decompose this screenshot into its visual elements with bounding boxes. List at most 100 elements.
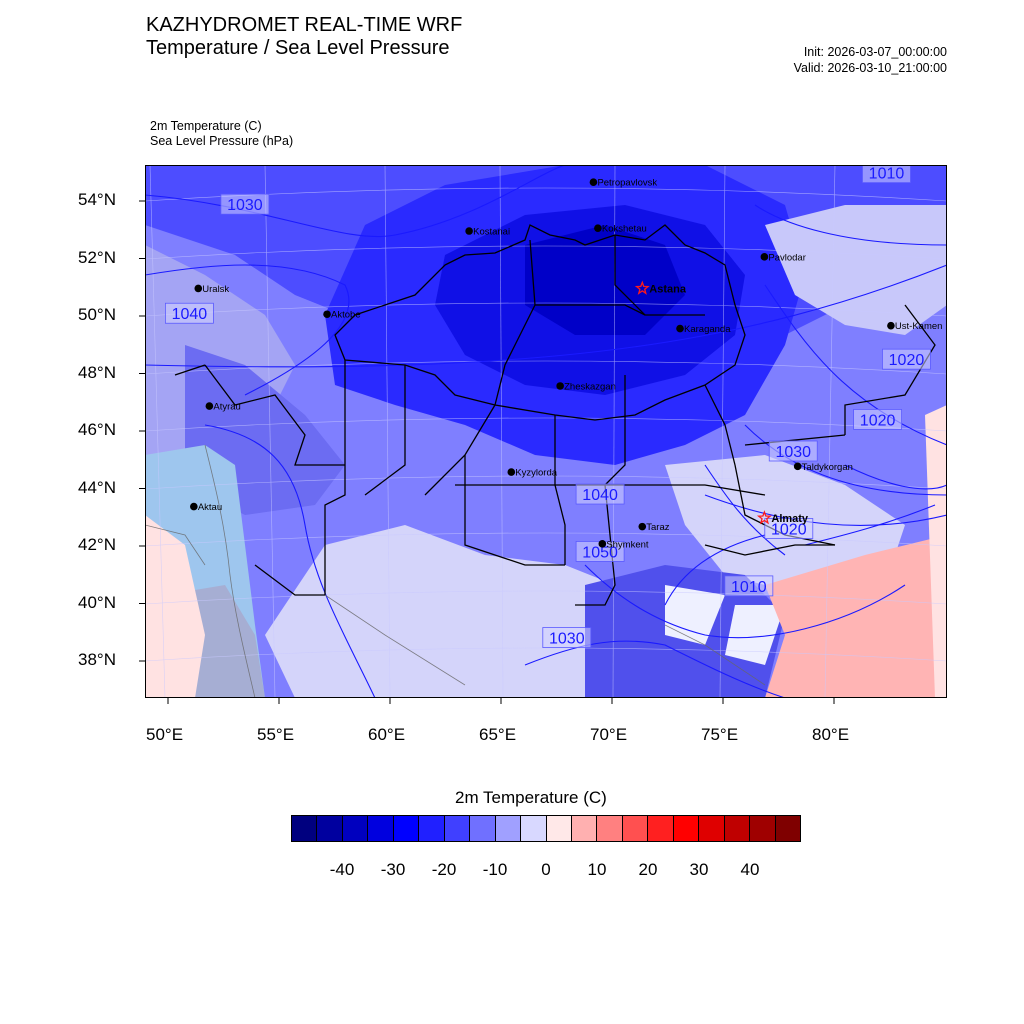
latitude-label: 54°N <box>78 190 116 209</box>
colorbar-tick-label: 20 <box>638 860 658 879</box>
colorbar-cell <box>470 816 496 841</box>
map-panel: 1020103010401040101010201020103010201010… <box>145 165 947 698</box>
city-label: Shymkent <box>606 539 649 550</box>
isobar-label: 1030 <box>775 444 811 461</box>
warm-strip-east <box>925 405 947 698</box>
colorbar-cell <box>495 816 522 841</box>
city-dot <box>589 178 598 187</box>
isobar-label-box <box>882 348 931 370</box>
latitude-label: 52°N <box>78 247 116 267</box>
city-dot <box>190 502 198 511</box>
colorbar-cell <box>673 816 700 841</box>
colorbar-tick-label: -30 <box>380 860 406 879</box>
isobar-label: 1040 <box>172 306 208 323</box>
isobar-label: 1040 <box>582 487 618 504</box>
city-dot <box>507 468 516 476</box>
isobar-label: 1020 <box>771 521 807 538</box>
city-markers: Petropavlovsk Kostanai Kokshetau Pavlodar Ur… <box>190 178 943 550</box>
colorbar-cell <box>648 816 674 841</box>
longitude-label: 80°E <box>812 725 850 744</box>
isobar-label-box <box>853 409 902 430</box>
warm-pocket-northeast <box>765 205 947 335</box>
city-label: Karaganda <box>684 324 731 335</box>
snow-peaks-2 <box>725 605 785 665</box>
admin-boundaries <box>174 224 936 606</box>
longitude-label: 65°E <box>479 725 517 744</box>
snow-peaks-1 <box>665 585 725 645</box>
isobar-label-box <box>575 483 625 505</box>
init-time: Init: 2026-03-07_00:00:00 <box>803 45 947 59</box>
colorbar-cell <box>571 816 598 841</box>
colorbar-tick-label: 30 <box>689 860 709 879</box>
colorbar-cell <box>597 816 623 841</box>
city-label: Taldykorgan <box>802 462 853 473</box>
longitude-label: 55°E <box>257 725 295 744</box>
city-label: Atyrau <box>213 402 240 413</box>
city-label: Aktobe <box>331 310 361 321</box>
colorbar-cell <box>521 816 547 841</box>
pressure-labels: 1020103010401040101010201020103010201010… <box>164 165 931 648</box>
colorbar-cell <box>724 816 751 841</box>
isobar-label-box <box>768 440 818 462</box>
field-label-temperature: 2m Temperature (C) <box>150 119 262 133</box>
city-label: Kyzylorda <box>515 468 557 479</box>
chart-subtitle: Temperature / Sea Level Pressure <box>146 37 450 59</box>
city-dot <box>594 224 602 232</box>
city-label: Ust-Kamen <box>895 321 943 332</box>
colorbar-tick-label: -10 <box>482 860 508 879</box>
warm-southwest <box>145 515 205 698</box>
longitude-label: 50°E <box>146 725 184 744</box>
city-label: Pavlodar <box>768 252 806 263</box>
latitude-label: 44°N <box>78 477 116 497</box>
latitude-label: 50°N <box>78 305 116 324</box>
isobar-label: 1020 <box>860 412 896 429</box>
valid-time: Valid: 2026-03-10_21:00:00 <box>793 61 947 75</box>
city-dot <box>465 227 473 235</box>
map-frame <box>145 165 947 698</box>
colorbar-cell <box>342 816 369 841</box>
isobar-label: 1020 <box>889 352 925 369</box>
city-dot <box>598 540 607 548</box>
city-label: Uralsk <box>202 284 229 295</box>
isobar-label-box <box>164 302 214 324</box>
isobar-label-box <box>724 575 774 597</box>
city-dot <box>194 284 203 293</box>
colorbar-title: 2m Temperature (C) <box>455 788 607 807</box>
capital-star-icon <box>634 280 650 295</box>
city-dot <box>638 522 647 531</box>
isobar-label-box <box>542 627 592 648</box>
latitude-label: 46°N <box>78 420 116 439</box>
near-zero-south <box>265 525 645 698</box>
colorbar-cell <box>699 816 725 841</box>
city-dot <box>323 310 331 319</box>
field-label-pressure: Sea Level Pressure (hPa) <box>150 134 294 148</box>
city-label: Aktau <box>198 502 222 513</box>
colorbar-cell <box>775 816 801 841</box>
longitude-label: 60°E <box>368 725 406 744</box>
longitude-label: 70°E <box>590 725 628 744</box>
graticule <box>145 165 947 698</box>
latitude-label: 38°N <box>78 650 116 669</box>
isobar-label: 1010 <box>731 579 767 596</box>
city-dot <box>760 253 769 261</box>
colorbar-cell <box>317 816 343 841</box>
isobar-label-box <box>764 518 814 539</box>
colorbar-cell <box>546 816 572 841</box>
city-dot <box>676 324 684 333</box>
colorbar <box>291 815 801 842</box>
coastline-and-borders-outer <box>145 444 766 698</box>
warm-region-tarim <box>765 535 947 698</box>
latitude-label: 42°N <box>78 535 116 554</box>
city-label: Taraz <box>646 522 669 533</box>
capital-label: Astana <box>649 283 687 295</box>
colorbar-cell <box>292 816 318 841</box>
isobar-label: 1010 <box>869 166 905 183</box>
colorbar-cell <box>368 816 394 841</box>
colorbar-tick-label: 10 <box>587 860 607 879</box>
city-dot <box>205 402 214 410</box>
city-label: Zheskazgan <box>564 381 616 392</box>
isobar-label-box <box>862 165 911 184</box>
isobar-label: 1050 <box>582 544 618 561</box>
isobar-label: 1030 <box>227 197 263 214</box>
city-dot <box>556 382 564 390</box>
